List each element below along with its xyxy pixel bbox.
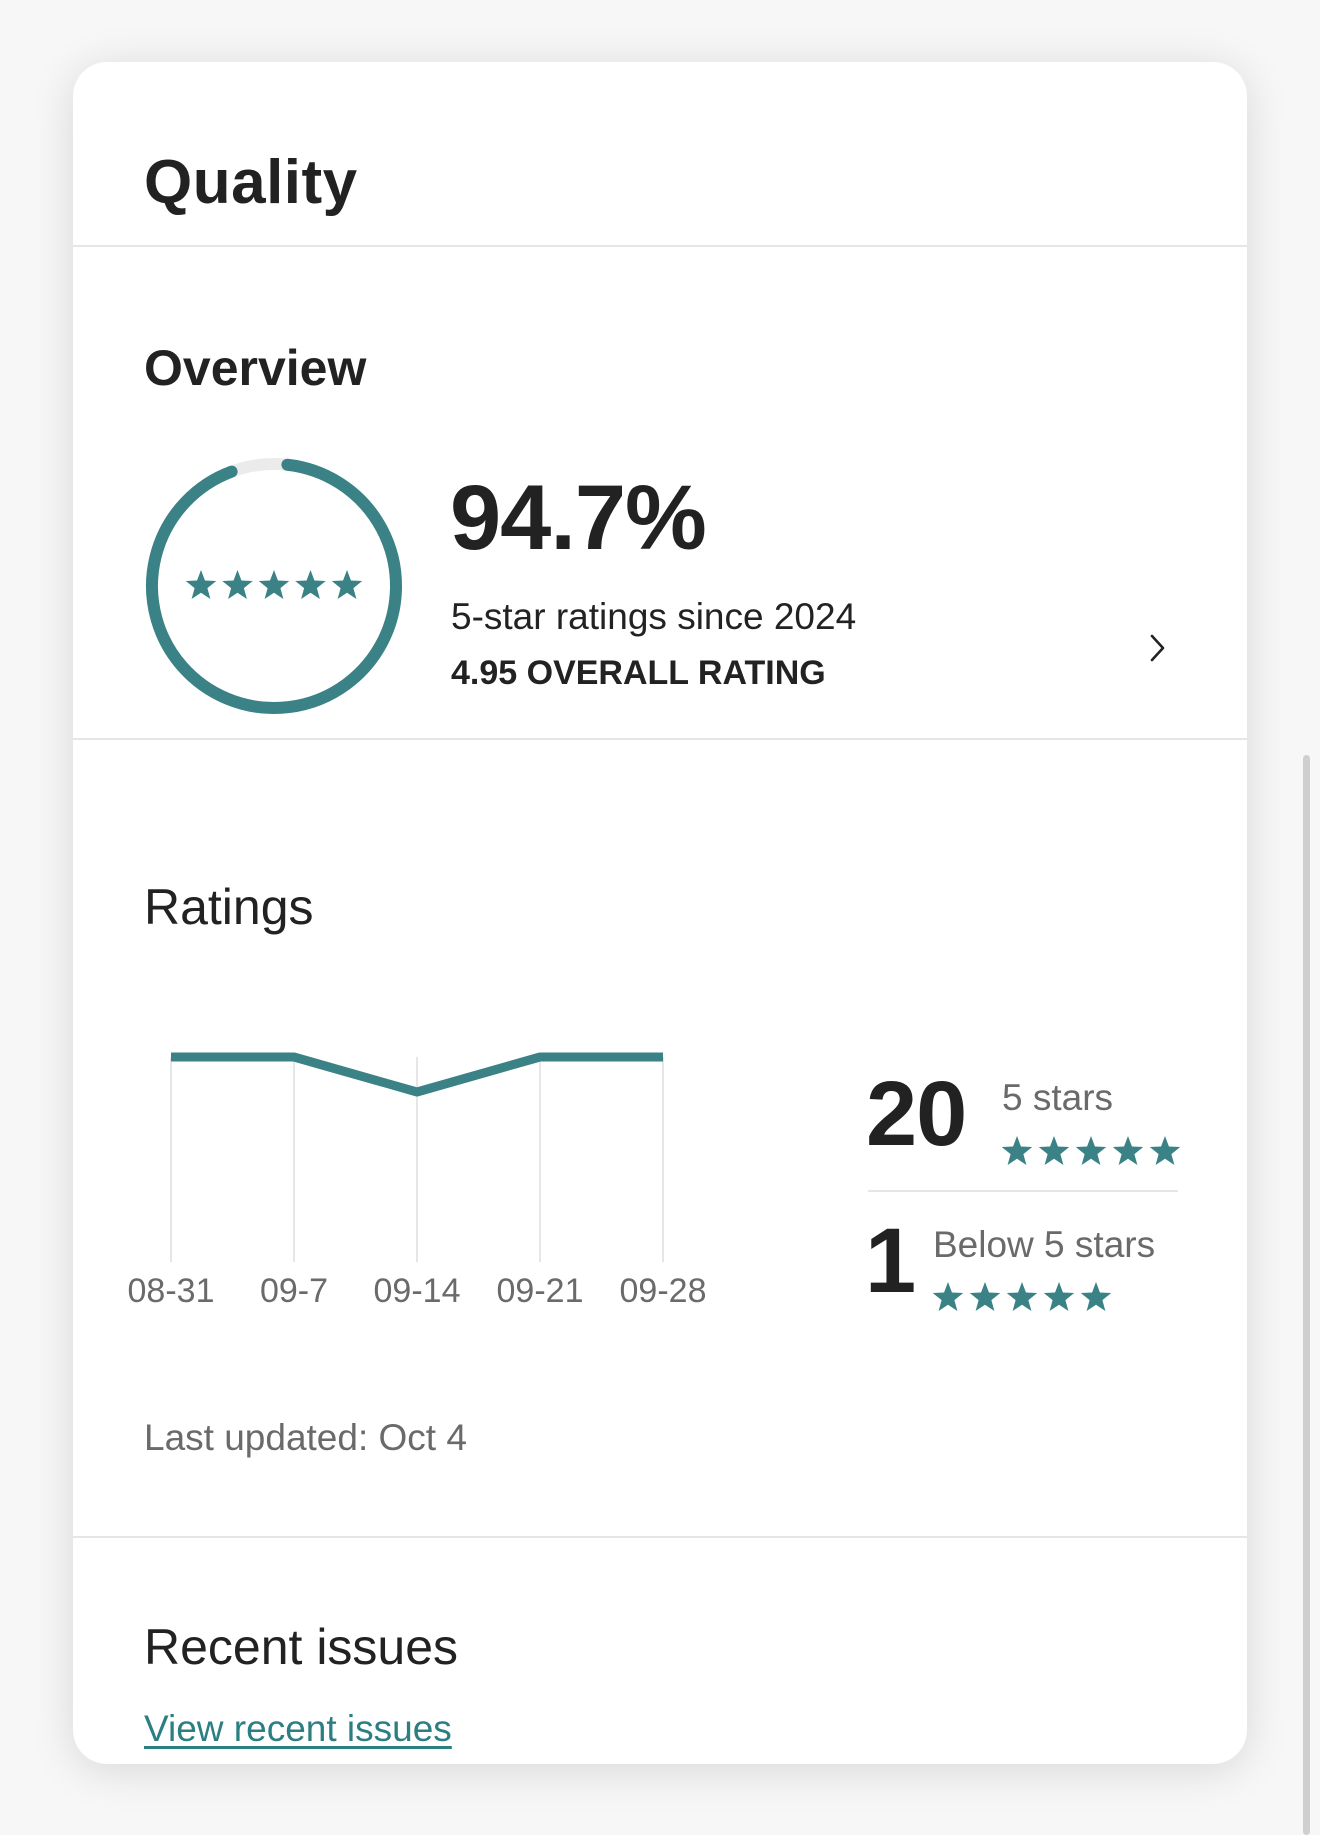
star-icon (222, 570, 253, 599)
five-star-icon (933, 1282, 1112, 1311)
stat-divider (868, 1190, 1178, 1192)
star-icon (1075, 1136, 1107, 1165)
star-icon (1038, 1136, 1070, 1165)
overall-rating: 4.95 OVERALL RATING (451, 654, 826, 692)
x-tick-label: 09-28 (620, 1272, 707, 1310)
star-icon (295, 570, 326, 599)
star-icon (185, 570, 217, 599)
ratings-heading: Ratings (144, 879, 314, 935)
star-icon (258, 570, 290, 599)
below-five-star-count: 1 (865, 1210, 917, 1312)
star-icon (331, 570, 363, 599)
five-star-percentage: 94.7% (450, 467, 707, 569)
five-star-icon (1002, 1136, 1181, 1165)
star-icon (1043, 1282, 1075, 1311)
chevron-right-icon[interactable] (1146, 628, 1170, 668)
five-star-ratings-subtitle: 5-star ratings since 2024 (451, 596, 857, 637)
divider (73, 245, 1247, 247)
star-icon (1112, 1136, 1144, 1165)
x-tick-label: 08-31 (128, 1272, 215, 1310)
five-star-label: 5 stars (1002, 1077, 1114, 1118)
star-icon (933, 1282, 964, 1311)
quality-card: Quality Overview 94.7% 5-star ratings si… (73, 62, 1247, 1764)
divider (73, 1536, 1247, 1538)
star-icon (1149, 1136, 1181, 1165)
last-updated: Last updated: Oct 4 (144, 1417, 467, 1458)
recent-issues-heading: Recent issues (144, 1619, 459, 1675)
divider (73, 738, 1247, 740)
ratings-line-chart: 08-31 09-7 09-14 09-21 09-28 (128, 1052, 707, 1310)
scrollbar[interactable] (1303, 755, 1310, 1835)
x-tick-label: 09-14 (374, 1272, 461, 1310)
page-title: Quality (144, 148, 358, 217)
overview-heading: Overview (144, 340, 367, 396)
below-five-star-label: Below 5 stars (933, 1224, 1156, 1265)
x-tick-label: 09-21 (497, 1272, 584, 1310)
five-star-icon (185, 570, 363, 599)
star-icon (1006, 1282, 1038, 1311)
star-icon (1080, 1282, 1112, 1311)
ratings-series-line (171, 1052, 663, 1097)
five-star-count: 20 (866, 1063, 967, 1165)
star-icon (969, 1282, 1001, 1311)
x-tick-label: 09-7 (260, 1272, 328, 1310)
view-recent-issues-link[interactable]: View recent issues (144, 1708, 452, 1749)
rating-gauge (146, 458, 402, 714)
star-icon (1002, 1136, 1033, 1165)
